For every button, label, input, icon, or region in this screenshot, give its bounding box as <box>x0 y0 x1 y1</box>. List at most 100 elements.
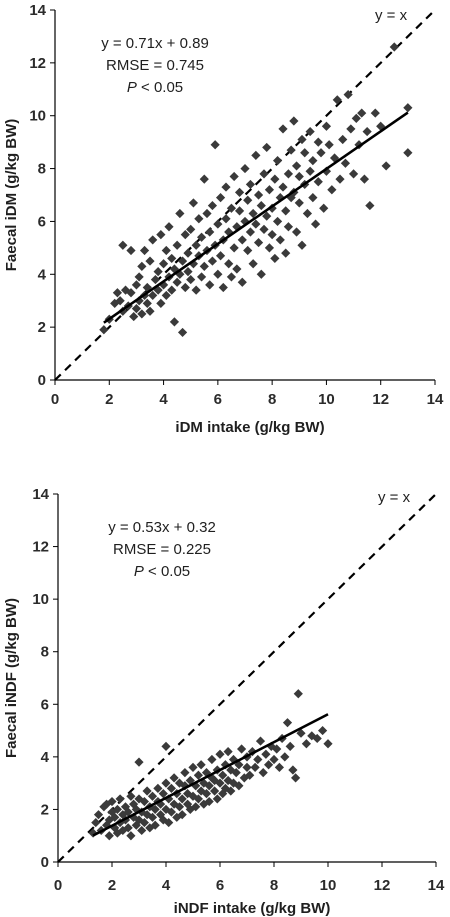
x-tick-label: 2 <box>105 391 113 408</box>
data-point <box>153 783 163 793</box>
data-point <box>161 741 171 751</box>
data-point <box>164 794 174 804</box>
data-point <box>148 235 158 245</box>
data-point <box>247 747 257 757</box>
data-point <box>131 280 142 290</box>
x-tick-label: 10 <box>320 877 337 894</box>
data-point <box>274 762 284 772</box>
p-value-symbol: P <box>134 563 144 580</box>
data-point <box>126 791 136 801</box>
data-point <box>196 760 206 770</box>
chart-panel-indf: 0 2 4 6 8 10 12 14 0 2 4 6 8 10 12 14 iNDF intake (g/kg … <box>3 486 445 917</box>
data-point <box>205 227 215 237</box>
data-point <box>207 200 218 211</box>
data-point <box>346 124 356 134</box>
data-point <box>199 799 209 809</box>
data-point <box>107 807 117 817</box>
data-point <box>186 224 196 234</box>
data-point <box>196 232 207 242</box>
data-point <box>403 103 413 113</box>
data-point <box>218 789 228 799</box>
data-point <box>270 253 280 264</box>
x-tick-label: 12 <box>372 391 389 408</box>
data-point <box>207 754 217 765</box>
y-tick-label: 14 <box>32 486 49 503</box>
x-tick-label: 6 <box>216 877 224 894</box>
data-point <box>281 206 291 216</box>
data-point <box>251 150 261 160</box>
data-point <box>115 794 125 804</box>
data-point <box>365 200 375 211</box>
data-point <box>161 245 171 256</box>
data-point <box>237 277 247 287</box>
x-axis-title: iNDF intake (g/kg BW) <box>174 900 331 917</box>
data-point <box>240 163 250 174</box>
data-point <box>318 725 328 736</box>
data-point <box>166 783 176 793</box>
data-point <box>286 193 296 203</box>
data-point <box>175 208 185 219</box>
data-point <box>302 208 313 219</box>
data-point <box>291 227 302 237</box>
data-point <box>137 825 147 836</box>
data-point <box>158 280 169 290</box>
data-point <box>201 789 212 799</box>
data-point <box>278 124 288 134</box>
data-point <box>188 762 198 772</box>
data-point <box>164 817 174 828</box>
data-point <box>204 796 214 807</box>
regression-equation: y = 0.53x + 0.32 <box>108 519 216 536</box>
data-point <box>289 116 299 126</box>
y-tick-label: 12 <box>32 539 49 556</box>
data-point <box>131 820 141 830</box>
data-point <box>183 267 193 277</box>
data-point <box>305 126 315 137</box>
data-point <box>123 807 133 817</box>
data-point <box>104 815 114 825</box>
data-point <box>280 752 290 762</box>
data-point <box>253 237 264 248</box>
data-point <box>199 261 209 271</box>
data-point <box>264 243 275 253</box>
data-point <box>177 810 187 820</box>
y-tick-label: 0 <box>38 372 46 389</box>
p-value-threshold: < 0.05 <box>137 79 183 96</box>
data-point <box>245 227 256 237</box>
data-point <box>319 203 329 213</box>
y-tick-label: 6 <box>38 213 46 230</box>
data-point <box>112 288 123 298</box>
data-point <box>226 203 237 213</box>
data-point <box>156 799 166 809</box>
data-point <box>305 166 315 176</box>
data-point <box>156 298 166 308</box>
data-point <box>110 812 120 822</box>
data-point <box>166 807 176 817</box>
x-tick-label: 14 <box>428 877 445 894</box>
data-point <box>210 140 220 150</box>
data-point <box>234 206 245 216</box>
data-point <box>351 113 361 123</box>
data-point <box>215 193 226 203</box>
data-point <box>229 243 239 253</box>
data-point <box>104 831 114 841</box>
data-point <box>332 95 342 105</box>
p-value-annotation: P < 0.05 <box>134 563 190 580</box>
data-point <box>191 240 201 250</box>
data-point <box>177 256 188 266</box>
data-point <box>145 306 155 316</box>
x-tick-label: 4 <box>162 877 171 894</box>
data-point <box>180 768 190 778</box>
y-tick-label: 8 <box>38 161 46 178</box>
data-point <box>301 739 311 749</box>
data-point <box>370 108 380 118</box>
data-point <box>218 770 228 780</box>
data-point <box>272 744 282 754</box>
data-point <box>285 741 295 751</box>
data-point <box>212 794 222 804</box>
data-point <box>93 810 104 820</box>
x-tick-label: 8 <box>268 391 276 408</box>
y-axis-title: Faecal iDM (g/kg BW) <box>3 119 20 272</box>
data-point <box>137 309 147 319</box>
x-axis-title: iDM intake (g/kg BW) <box>175 419 324 436</box>
data-point <box>272 156 283 166</box>
